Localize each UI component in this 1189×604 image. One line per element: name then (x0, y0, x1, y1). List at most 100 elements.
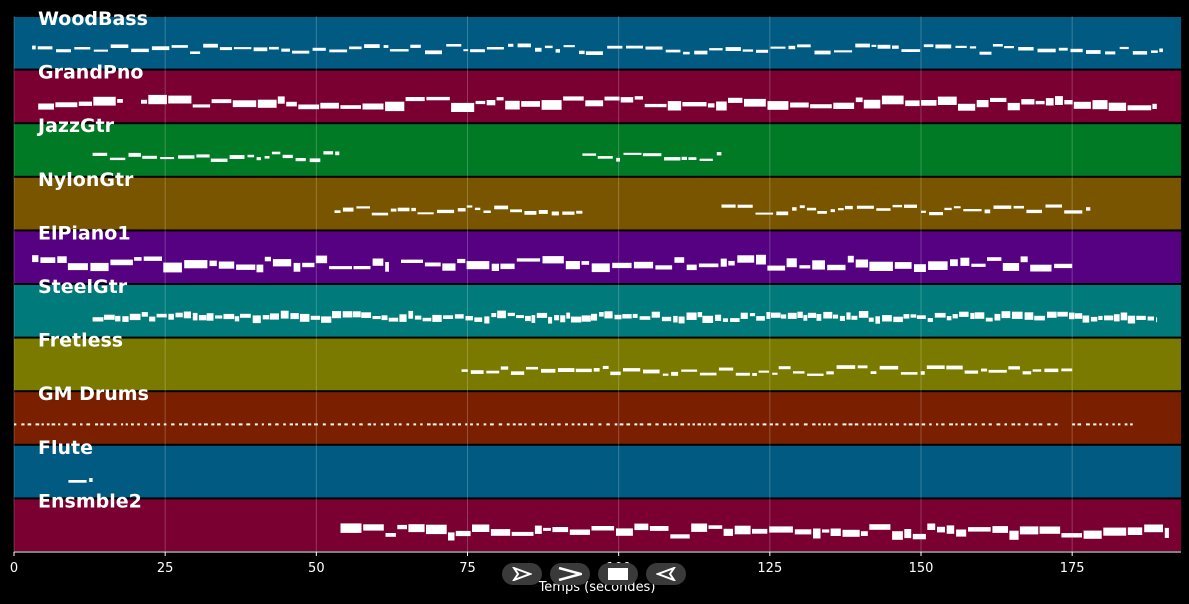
note (585, 51, 603, 55)
note (86, 423, 91, 426)
note (678, 316, 685, 324)
note (223, 313, 235, 320)
note (394, 423, 397, 426)
note (272, 259, 292, 267)
note (610, 371, 621, 376)
note (1070, 48, 1083, 53)
note (827, 264, 846, 271)
note (215, 315, 223, 319)
note (1077, 423, 1082, 426)
note (597, 156, 613, 159)
lane-label-0: WoodBass (38, 8, 148, 30)
note (486, 100, 496, 106)
note (895, 423, 899, 426)
note (716, 101, 727, 111)
note (620, 97, 634, 103)
note (622, 314, 632, 319)
note (131, 48, 149, 53)
note (534, 525, 542, 534)
note (262, 315, 270, 320)
note (14, 423, 17, 426)
note (364, 44, 380, 48)
lanes-group (14, 17, 1181, 551)
lane-label-5: SteelGtr (38, 276, 128, 298)
note (148, 94, 167, 105)
note (645, 46, 663, 50)
note (268, 423, 272, 426)
play-button[interactable] (502, 563, 542, 585)
note (855, 43, 870, 48)
note (591, 313, 598, 321)
lane-5 (14, 285, 1181, 337)
note (371, 212, 389, 216)
note (389, 49, 409, 52)
note (74, 47, 91, 50)
note (604, 96, 620, 101)
note (151, 46, 170, 51)
note (992, 44, 1003, 47)
note (662, 373, 669, 376)
lane-label-7: GM Drums (38, 383, 149, 405)
note (949, 423, 953, 426)
stop-button[interactable] (598, 563, 638, 585)
note (582, 153, 597, 156)
note (1086, 50, 1101, 54)
note (730, 318, 740, 322)
note (518, 423, 522, 426)
note (598, 423, 602, 426)
note (142, 155, 157, 159)
note (893, 316, 903, 323)
lane-6 (14, 338, 1181, 391)
note (680, 423, 685, 426)
note (812, 260, 825, 270)
note (644, 103, 667, 108)
note (474, 207, 481, 211)
note (361, 312, 372, 318)
note (281, 48, 290, 52)
note (349, 46, 362, 50)
lane-label-9: Ensmble2 (38, 490, 142, 512)
note (408, 310, 414, 319)
note (299, 313, 310, 322)
note (894, 262, 912, 269)
note (1098, 315, 1103, 320)
note (454, 314, 464, 319)
note (1045, 204, 1062, 208)
note (110, 44, 129, 48)
note (484, 316, 490, 324)
note (115, 315, 121, 322)
note (752, 373, 757, 376)
x-tick-label: 0 (10, 561, 18, 576)
note (427, 423, 431, 426)
note (903, 423, 907, 426)
forward-button[interactable] (550, 563, 590, 585)
note (283, 423, 286, 426)
note (466, 205, 473, 208)
note (229, 155, 245, 159)
note (1093, 423, 1097, 426)
note (956, 529, 967, 537)
note (937, 526, 945, 533)
note (446, 44, 462, 47)
note (863, 99, 881, 109)
note (927, 318, 933, 322)
note (463, 49, 469, 52)
note (766, 312, 771, 319)
note (171, 423, 175, 426)
x-tick-label: 175 (1060, 561, 1085, 576)
lane-8 (14, 445, 1181, 498)
note (1025, 423, 1029, 426)
note (206, 313, 214, 321)
note (417, 212, 434, 215)
note (810, 104, 832, 109)
note (734, 525, 751, 535)
note (790, 102, 809, 108)
note (1069, 312, 1075, 320)
note (642, 153, 662, 157)
note (257, 99, 277, 108)
rewind-button[interactable] (646, 563, 686, 585)
note (560, 315, 566, 323)
note (823, 423, 826, 426)
note (1004, 423, 1007, 426)
note (988, 423, 992, 426)
